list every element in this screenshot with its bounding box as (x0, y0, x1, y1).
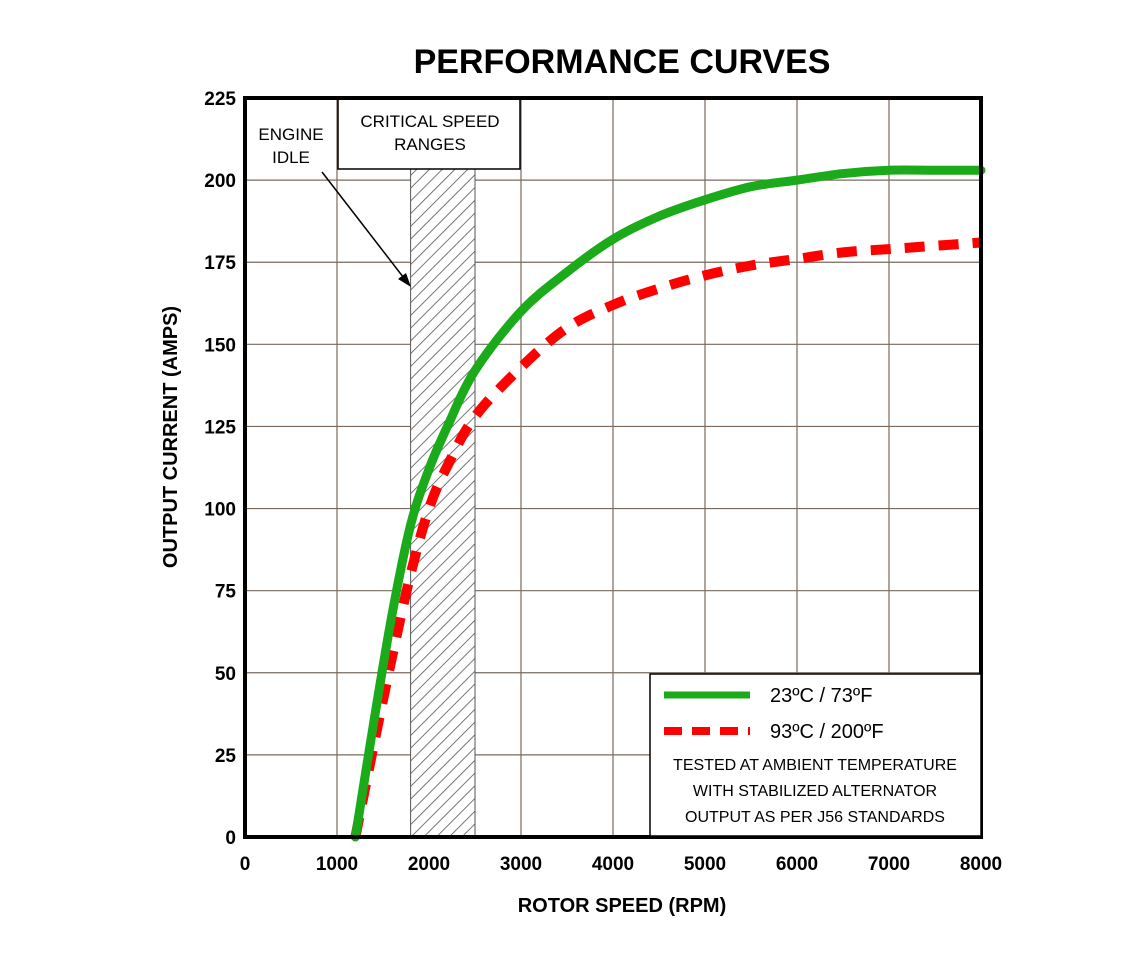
x-tick-label: 7000 (868, 854, 910, 875)
y-axis-label: OUTPUT CURRENT (AMPS) (160, 306, 182, 568)
critical-speed-line1: CRITICAL SPEED (360, 112, 499, 131)
engine-idle-line2: IDLE (272, 148, 310, 167)
y-tick-label: 50 (215, 664, 236, 685)
x-tick-label: 8000 (960, 854, 1002, 875)
critical-speed-annotation: CRITICAL SPEED RANGES (337, 97, 521, 170)
y-tick-label: 150 (204, 335, 236, 356)
y-tick-label: 200 (204, 171, 236, 192)
x-tick-label: 4000 (592, 854, 634, 875)
y-tick-label: 125 (204, 417, 236, 438)
y-tick-label: 0 (225, 828, 236, 849)
series-line-23c (350, 165, 986, 842)
legend-label-green: 23ºC / 73ºF (770, 685, 872, 707)
engine-idle-line1: ENGINE (258, 125, 323, 144)
x-tick-label: 2000 (408, 854, 450, 875)
engine-idle-arrowhead (398, 273, 411, 287)
x-tick-label: 0 (240, 854, 251, 875)
x-tick-label: 3000 (500, 854, 542, 875)
series-line-93c (350, 237, 982, 838)
y-tick-label: 100 (204, 500, 236, 521)
plot-frame (243, 96, 983, 839)
y-tick-labels: 0 25 50 75 100 125 150 175 200 225 (204, 89, 236, 849)
legend-box (649, 673, 982, 837)
y-tick-label: 225 (204, 89, 236, 110)
x-tick-labels: 0 1000 2000 3000 4000 5000 6000 7000 8000 (240, 854, 1002, 875)
y-tick-label: 75 (215, 582, 237, 603)
engine-idle-arrow-line (321, 171, 408, 283)
critical-speed-line2: RANGES (394, 135, 466, 154)
legend-note-line3: OUTPUT AS PER J56 STANDARDS (685, 809, 945, 826)
x-axis-label: ROTOR SPEED (RPM) (518, 895, 727, 917)
engine-idle-annotation: ENGINE IDLE (258, 125, 411, 287)
y-tick-label: 175 (204, 253, 236, 274)
series-layer (350, 165, 986, 842)
legend-label-red: 93ºC / 200ºF (770, 721, 884, 743)
critical-speed-box (337, 97, 521, 170)
y-tick-label: 25 (215, 746, 237, 767)
legend: 23ºC / 73ºF 93ºC / 200ºF TESTED AT AMBIE… (649, 673, 982, 837)
chart-title: PERFORMANCE CURVES (414, 43, 831, 81)
x-tick-label: 6000 (776, 854, 818, 875)
legend-note-line1: TESTED AT AMBIENT TEMPERATURE (673, 757, 957, 774)
legend-note-line2: WITH STABILIZED ALTERNATOR (693, 783, 937, 800)
x-tick-label: 1000 (316, 854, 358, 875)
x-tick-label: 5000 (684, 854, 726, 875)
